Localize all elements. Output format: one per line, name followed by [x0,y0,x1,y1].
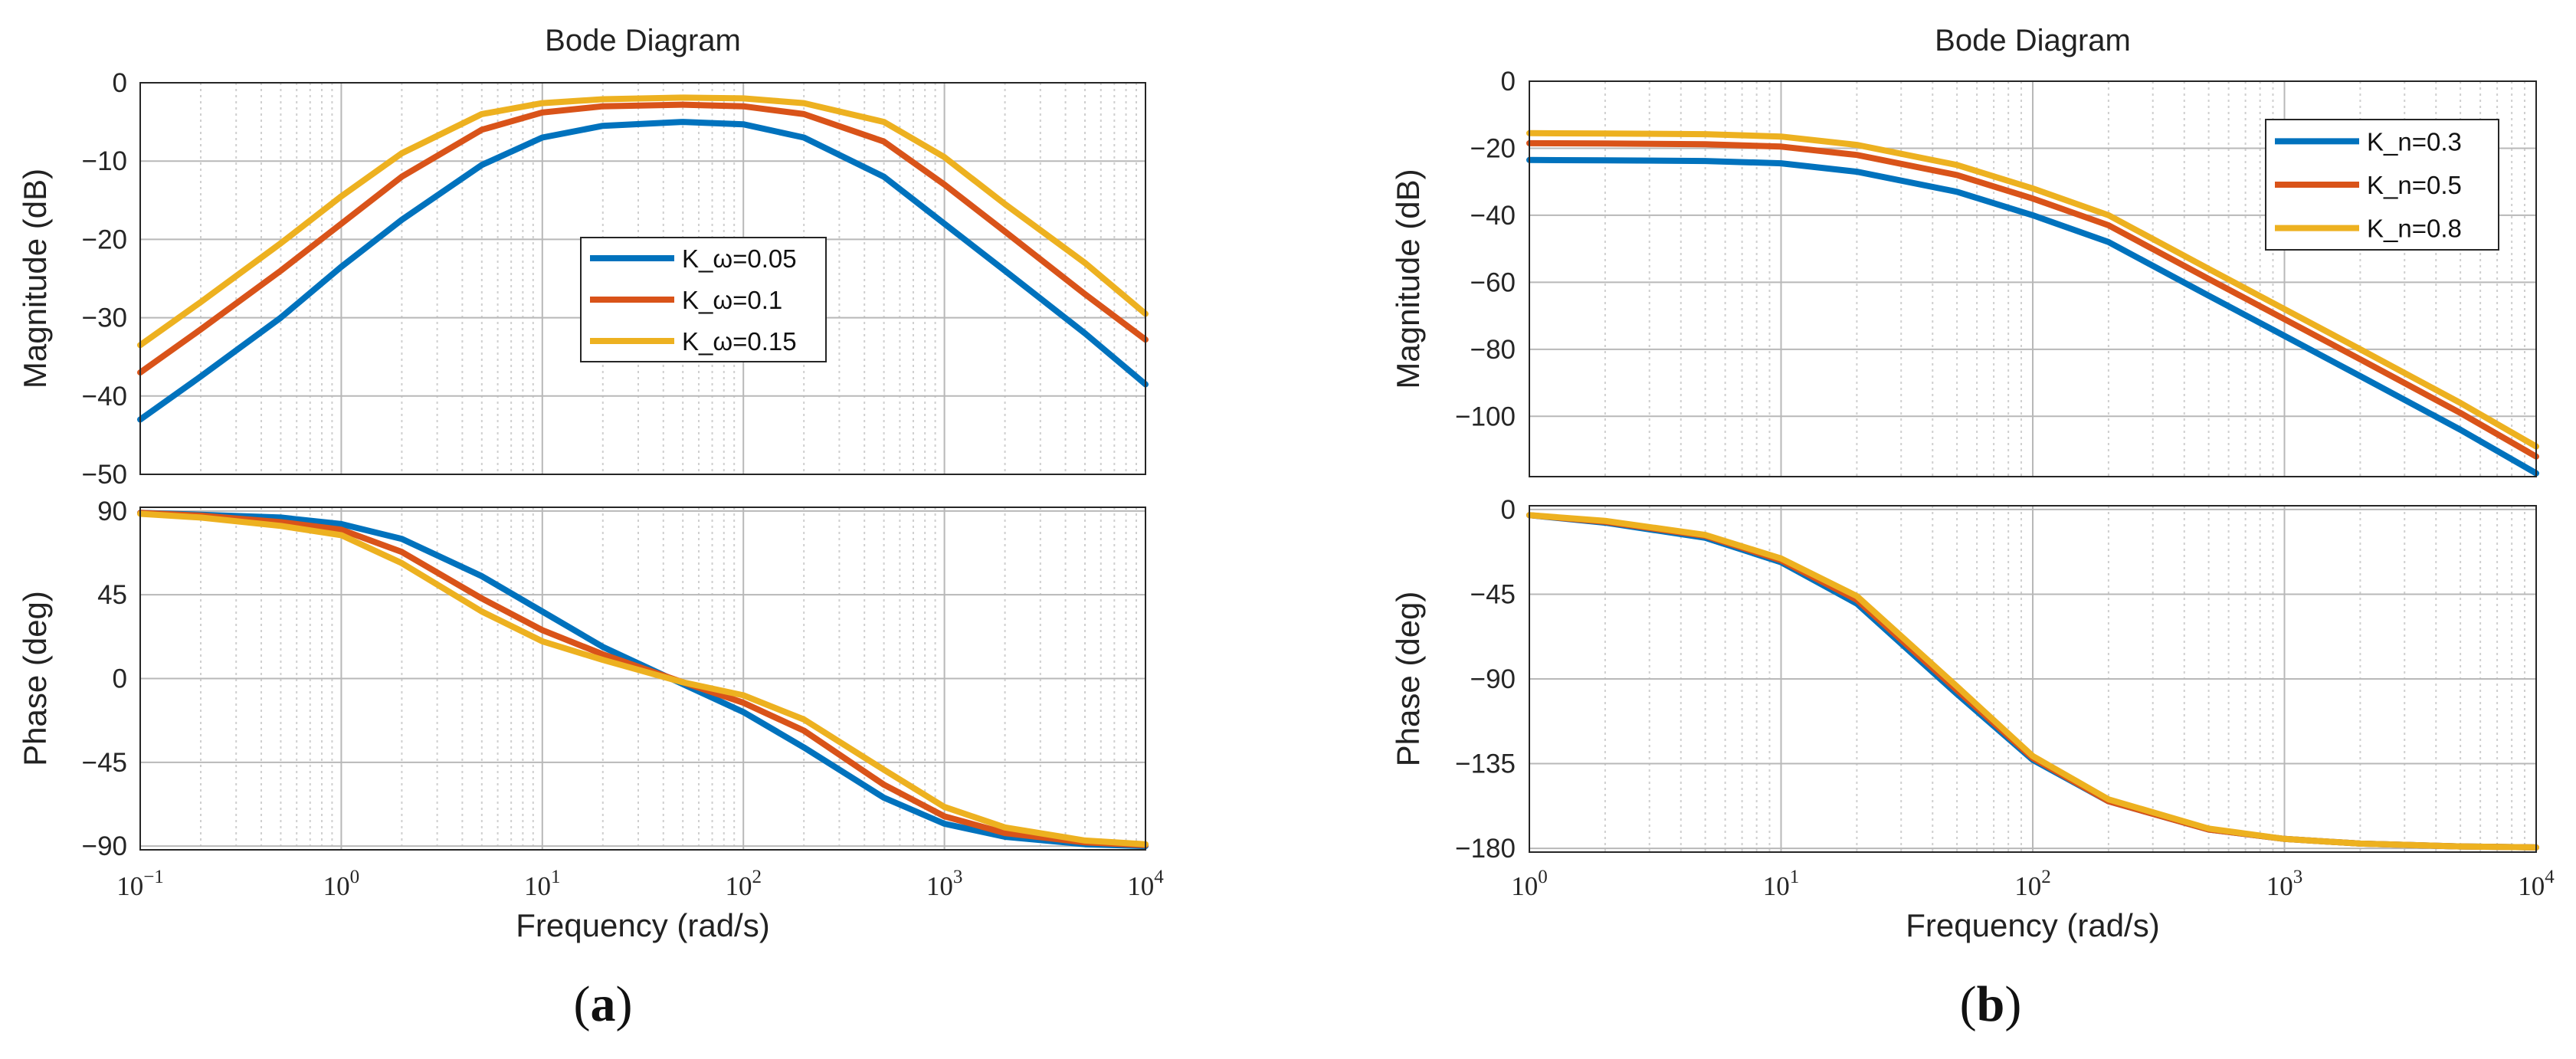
chart-title: Bode Diagram [1935,24,2131,57]
y-tick-label: −100 [1455,402,1516,431]
x-tick-label: 100 [1511,867,1548,901]
y-tick-label: 0 [113,68,127,98]
legend-label: K_ω=0.05 [682,244,797,273]
axes-box [1529,505,2537,853]
legend: K_ω=0.05 K_ω=0.1 K_ω=0.15 [580,237,827,362]
y-axis-label: Phase (deg) [17,591,53,766]
x-tick-label: 103 [926,867,963,901]
chart-panel-b: Bode Diagram 0 −20 −40 −60 −80 −100 Magnitude (… [1390,24,2555,1032]
x-axis-label: Frequency (rad/s) [1906,907,2159,943]
y-tick-label: 0 [1501,495,1516,525]
series-line-K_n=0.8 [1526,512,2539,851]
series-line-K_ω=0.1 [137,101,1149,376]
x-axis-label: Frequency (rad/s) [516,907,769,943]
y-tick-label: 0 [113,664,127,694]
x-tick-label: 100 [323,867,360,901]
y-tick-label: 0 [1501,67,1516,97]
legend-label: K_ω=0.1 [682,286,782,314]
y-tick-label: −50 [82,460,127,490]
y-tick-label: −135 [1455,749,1516,779]
y-tick-label: −40 [82,382,127,411]
x-tick-label: 103 [2266,867,2303,901]
legend-label: K_n=0.5 [2367,171,2462,199]
series-line-K_n=0.3 [1526,156,2539,477]
x-tick-label: 10−1 [116,867,164,901]
y-tick-label: −80 [1470,335,1516,365]
y-tick-label: −40 [1470,201,1516,231]
phase-axes: 90 45 0 −45 −90 Phase (deg) [17,497,1149,861]
chart-title: Bode Diagram [545,24,741,57]
series-line-K_ω=0.05 [137,119,1149,423]
chart-panel-a: Bode Diagram 0 −10 −20 −30 −40 −50 Magnitude (d… [17,24,1164,1032]
legend-label: K_n=0.3 [2367,127,2462,156]
axes-box [1529,80,2537,477]
panel-label: (a) [574,976,633,1032]
x-tick-label: 104 [1127,867,1164,901]
panel-label: (b) [1960,976,2022,1032]
y-tick-label: −20 [1470,133,1516,163]
y-tick-label: −90 [82,831,127,861]
axes-box [139,507,1146,851]
y-axis-label: Magnitude (dB) [17,169,53,389]
legend: K_n=0.3 K_n=0.5 K_n=0.8 [2265,119,2499,251]
y-tick-label: 45 [97,580,127,610]
series-line-K_ω=0.15 [137,94,1149,349]
axes-box [139,82,1146,475]
y-axis-label: Magnitude (dB) [1390,169,1426,389]
legend-label: K_n=0.8 [2367,215,2462,243]
legend-label: K_ω=0.15 [682,327,797,356]
y-tick-label: 90 [97,497,127,526]
y-tick-label: −180 [1455,834,1516,864]
x-tick-label: 101 [1763,867,1800,901]
y-tick-label: −45 [1470,579,1516,609]
series-line-K_n=0.8 [1526,130,2539,450]
x-tick-label: 101 [524,867,561,901]
x-tick-label: 104 [2518,867,2555,901]
series-line-K_ω=0.15 [137,510,1149,848]
magnitude-axes: 0 −10 −20 −30 −40 −50 Magnitude (dB) [17,68,1149,490]
x-tick-label: 102 [725,867,762,901]
y-tick-label: −45 [82,748,127,778]
y-tick-label: −10 [82,146,127,176]
series-line-K_n=0.5 [1526,139,2539,460]
y-tick-label: −20 [82,225,127,254]
y-tick-label: −60 [1470,267,1516,297]
y-tick-label: −90 [1470,664,1516,694]
x-tick-label: 102 [2014,867,2051,901]
y-axis-label: Phase (deg) [1390,592,1426,767]
phase-axes: 0 −45 −90 −135 −180 Phase (deg) [1390,495,2539,864]
y-tick-label: −30 [82,303,127,333]
